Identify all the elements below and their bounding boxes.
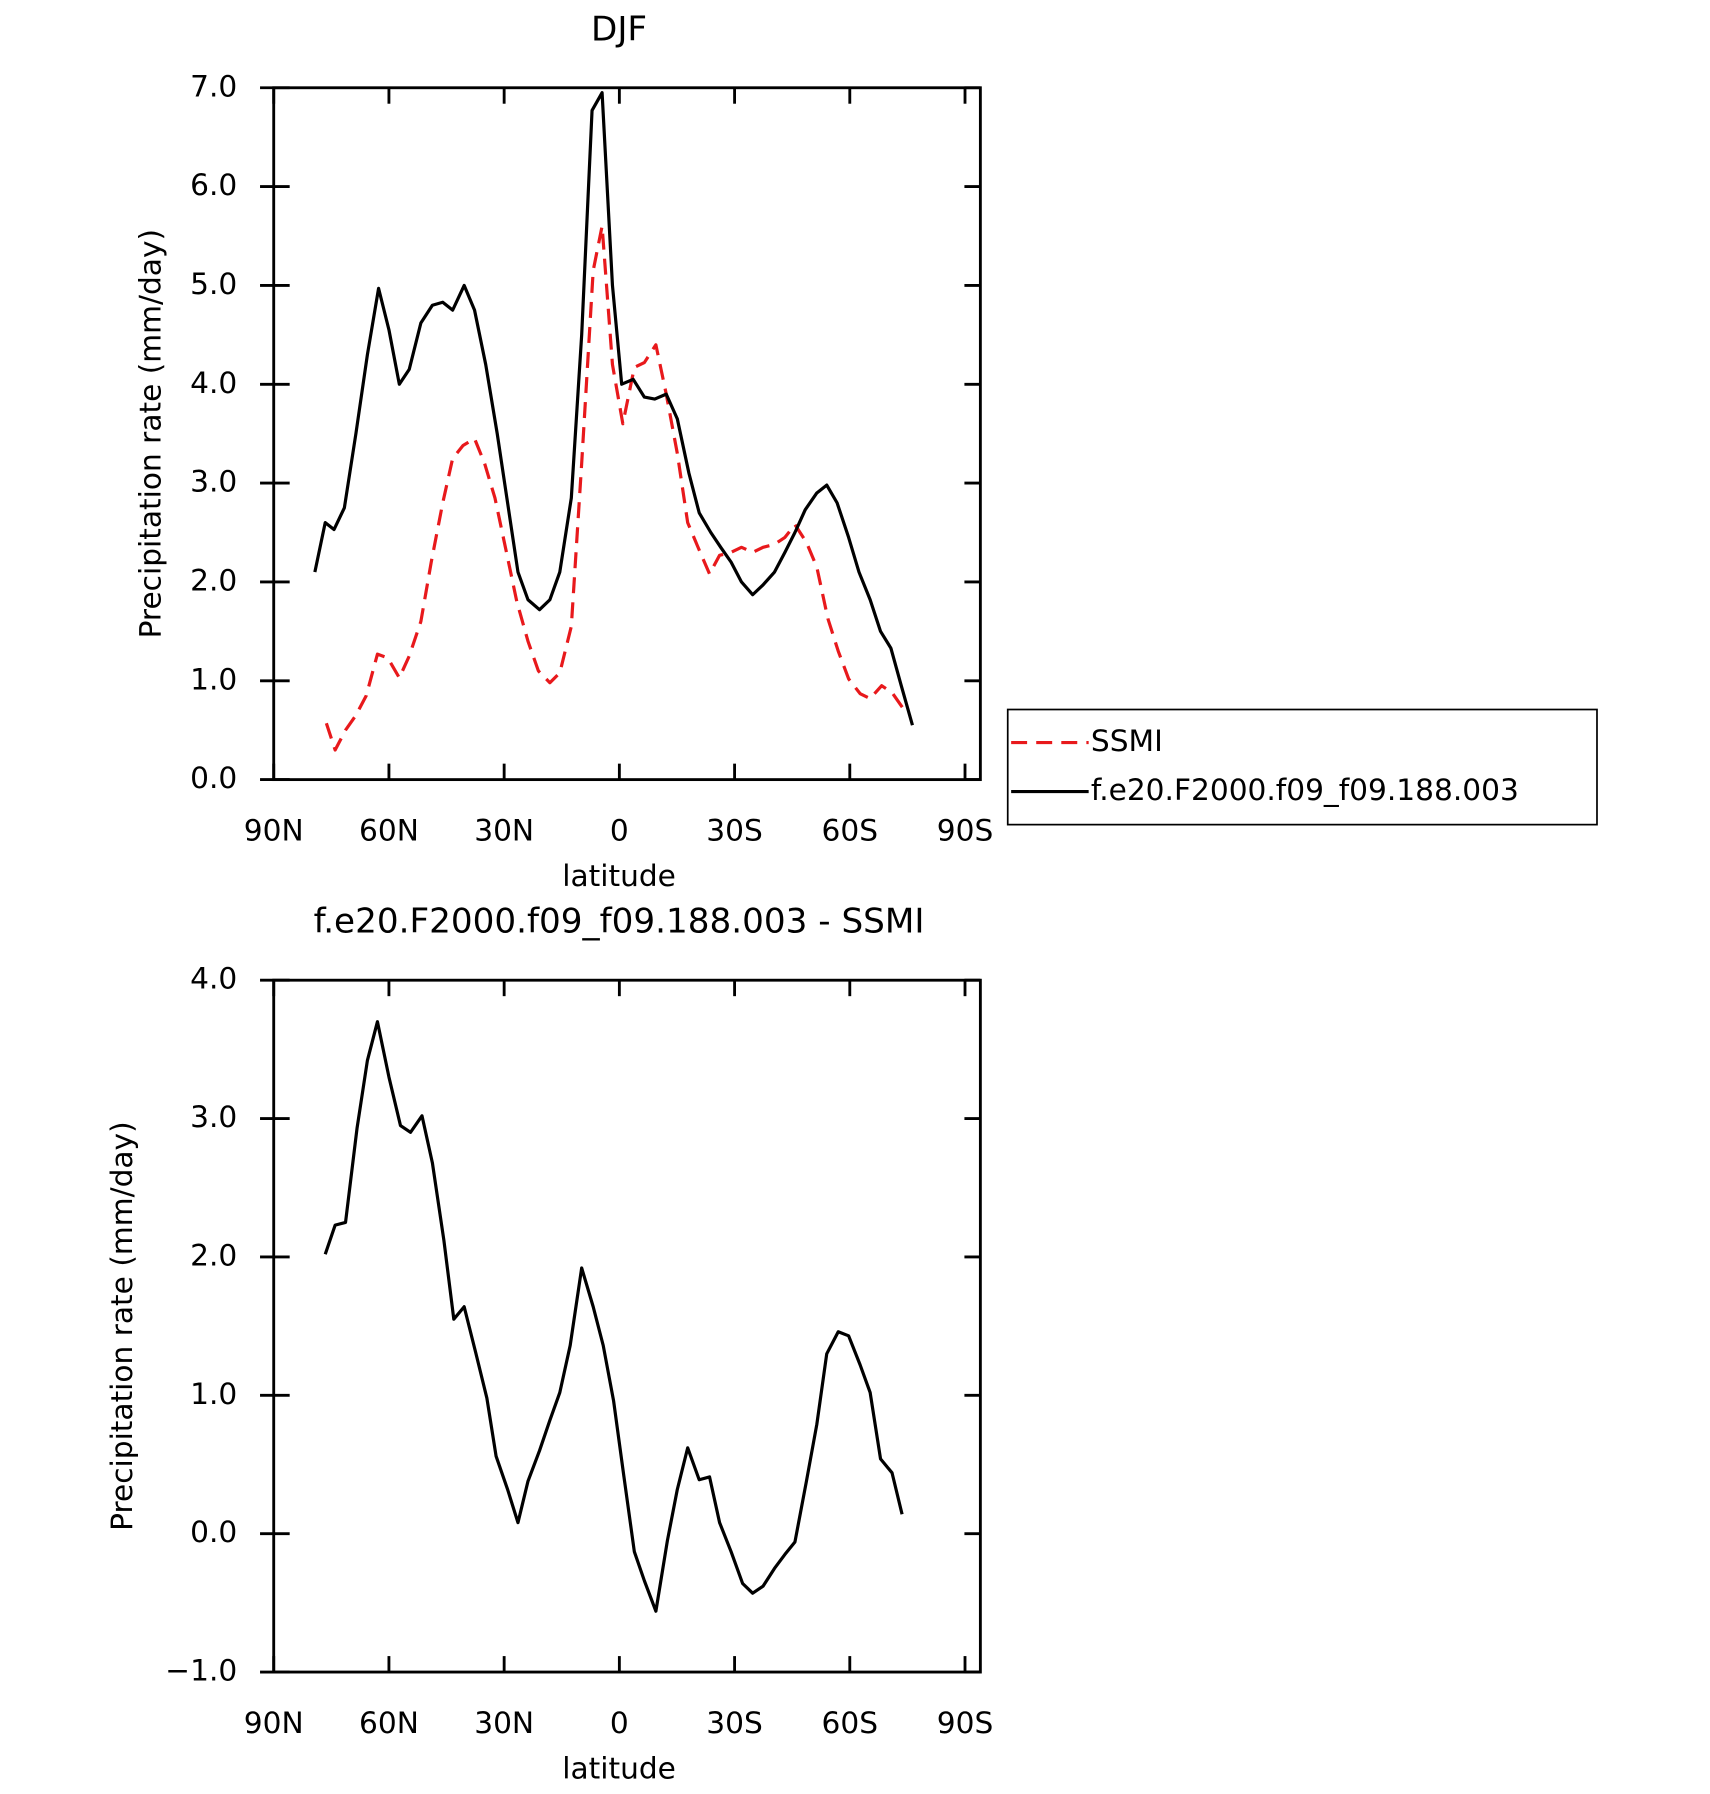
- plot-frame: [272, 978, 982, 1674]
- legend-label: f.e20.F2000.f09_f09.188.003: [1091, 772, 1519, 807]
- y-tick-label: 3.0: [190, 464, 237, 499]
- y-tick-label: 0.0: [190, 760, 237, 795]
- y-tick-label: 0.0: [190, 1514, 237, 1549]
- x-tick-label: 60S: [822, 813, 879, 848]
- x-tick-label: 90N: [244, 813, 304, 848]
- legend-box: [1006, 708, 1598, 826]
- y-tick-label: −1.0: [165, 1653, 237, 1688]
- y-tick-label: 2.0: [190, 562, 237, 597]
- x-tick-label: 0: [610, 813, 629, 848]
- x-tick-label: 60N: [359, 1705, 419, 1740]
- x-tick-label: 90S: [937, 813, 994, 848]
- legend-label: SSMI: [1091, 723, 1163, 758]
- x-tick-label: 60S: [822, 1705, 879, 1740]
- y-tick-label: 3.0: [190, 1099, 237, 1134]
- x-tick-label: 60N: [359, 813, 419, 848]
- y-tick-label: 7.0: [190, 68, 237, 103]
- y-tick-label: 1.0: [190, 661, 237, 696]
- y-tick-label: 2.0: [190, 1237, 237, 1272]
- y-tick-label: 1.0: [190, 1376, 237, 1411]
- chart-title: DJF: [591, 9, 647, 49]
- x-tick-label: 0: [610, 1705, 629, 1740]
- y-tick-label: 6.0: [190, 167, 237, 202]
- x-tick-label: 90S: [937, 1705, 994, 1740]
- y-axis-label: Precipitation rate (mm/day): [104, 1121, 139, 1530]
- y-axis-label: Precipitation rate (mm/day): [132, 229, 167, 639]
- plot-frame: [272, 86, 982, 782]
- x-tick-label: 90N: [244, 1705, 304, 1740]
- series-line: [313, 91, 914, 726]
- x-axis-label: latitude: [562, 858, 676, 893]
- x-tick-label: 30S: [706, 1705, 763, 1740]
- x-tick-label: 30S: [706, 813, 763, 848]
- x-axis-label: latitude: [562, 1751, 676, 1786]
- y-tick-label: 5.0: [190, 266, 237, 301]
- series-line: [323, 1020, 904, 1613]
- chart-title: f.e20.F2000.f09_f09.188.003 - SSMI: [314, 902, 925, 942]
- y-tick-label: 4.0: [190, 365, 237, 400]
- x-tick-label: 30N: [474, 1705, 534, 1740]
- y-tick-label: 4.0: [190, 961, 237, 996]
- x-tick-label: 30N: [474, 813, 534, 848]
- series-line: [324, 224, 905, 752]
